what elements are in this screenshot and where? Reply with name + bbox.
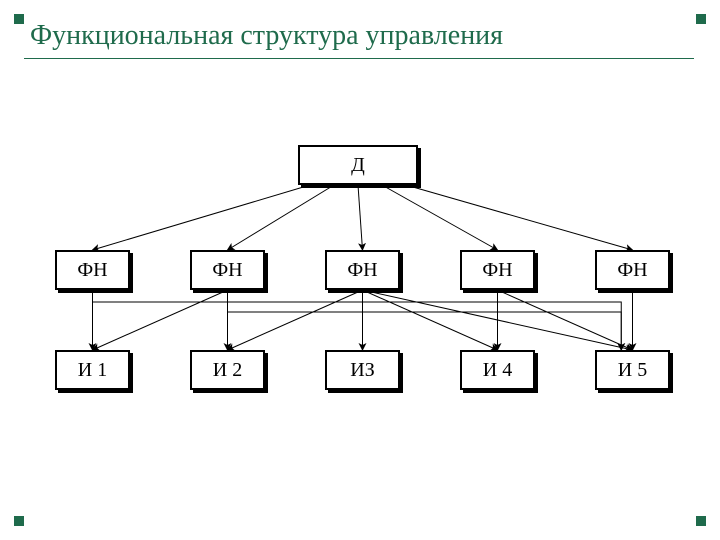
- node-fn1: ФН: [55, 250, 130, 290]
- node-d: Д: [298, 145, 418, 185]
- node-fn5: ФН: [595, 250, 670, 290]
- node-i5: И 5: [595, 350, 670, 390]
- node-i1: И 1: [55, 350, 130, 390]
- diagram-node-layer: Д ФН ФН ФН ФН ФН И 1 И 2 ИЗ И 4 И 5: [0, 0, 720, 540]
- node-i2: И 2: [190, 350, 265, 390]
- node-fn2: ФН: [190, 250, 265, 290]
- node-i3: ИЗ: [325, 350, 400, 390]
- node-fn3: ФН: [325, 250, 400, 290]
- node-i4: И 4: [460, 350, 535, 390]
- node-fn4: ФН: [460, 250, 535, 290]
